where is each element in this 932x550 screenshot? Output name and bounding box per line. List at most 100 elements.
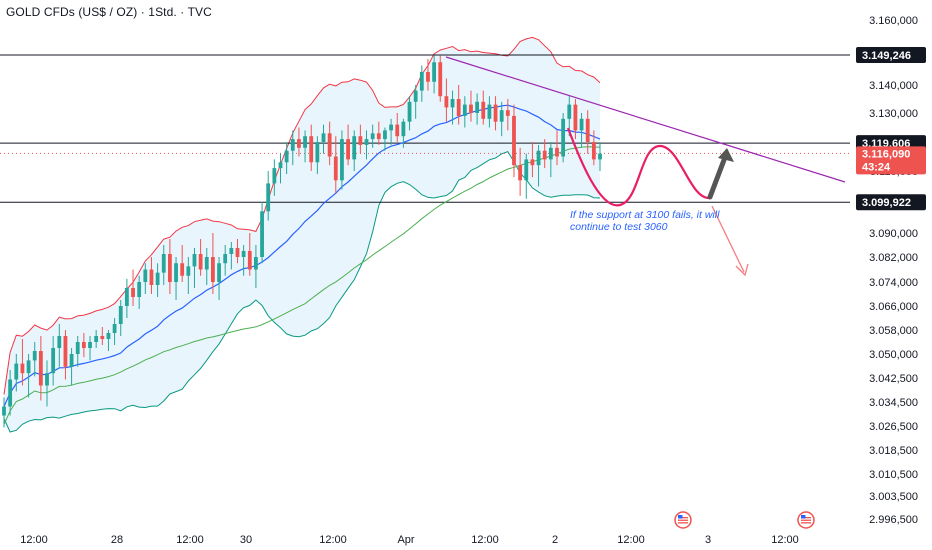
candle — [579, 113, 584, 148]
candle — [475, 93, 480, 125]
candle — [340, 130, 344, 190]
candle — [106, 330, 111, 351]
y-tick-label: 3.140,000 — [869, 80, 918, 92]
countdown-label: 43:24 — [862, 161, 891, 173]
candle — [530, 142, 535, 178]
candle — [456, 85, 461, 125]
current-price-label: 3.116,090 — [862, 148, 910, 160]
candle — [14, 354, 19, 392]
candle — [247, 233, 252, 276]
current-price-tag — [856, 146, 926, 175]
candle — [235, 239, 240, 264]
candle — [161, 245, 166, 285]
candle — [278, 153, 283, 184]
ma-slow-line — [3, 146, 601, 425]
price-axis-bg — [850, 0, 932, 550]
candle — [45, 360, 49, 407]
candle — [260, 202, 264, 264]
candle — [493, 96, 498, 131]
candle — [38, 336, 43, 401]
candle — [297, 127, 301, 157]
bollinger-lower-line — [3, 150, 601, 433]
event-flag-icon[interactable] — [674, 511, 692, 529]
candle — [2, 397, 6, 428]
candle — [542, 139, 547, 169]
chart-header: GOLD CFDs (US$ / OZ) · 1Std. · TVC — [6, 5, 212, 19]
x-tick-label: Apr — [397, 534, 414, 546]
candle — [75, 336, 80, 367]
candle — [100, 327, 105, 345]
candle — [358, 124, 363, 154]
candle — [155, 263, 160, 297]
y-tick-label: 2.996,500 — [869, 514, 918, 526]
x-tick-label: 3 — [705, 534, 711, 546]
x-tick-label: 2 — [552, 534, 558, 546]
candle — [487, 96, 492, 128]
price-tag-label: 3.149,246 — [862, 50, 911, 62]
candle — [254, 245, 258, 288]
candle — [573, 99, 578, 140]
candle — [327, 121, 332, 166]
candle — [376, 121, 381, 145]
y-tick-label: 3.058,000 — [869, 325, 918, 337]
candle — [419, 65, 424, 102]
y-tick-label: 3.130,000 — [869, 108, 918, 120]
y-tick-label: 3.066,000 — [869, 301, 918, 313]
candle — [303, 130, 307, 163]
candle — [186, 257, 191, 294]
candle — [112, 318, 117, 345]
candle — [413, 85, 418, 119]
candle — [407, 96, 412, 131]
candle — [198, 239, 203, 276]
candle — [585, 110, 590, 154]
candle — [444, 78, 449, 122]
candle — [174, 257, 178, 300]
candle — [229, 242, 234, 270]
y-tick-label: 3.074,000 — [869, 277, 918, 289]
x-tick-label: 12:00 — [617, 534, 645, 546]
candle — [131, 269, 135, 306]
y-tick-label: 3.018,500 — [869, 445, 918, 457]
x-tick-label: 28 — [111, 534, 123, 546]
candle — [426, 59, 430, 91]
candle — [32, 342, 37, 377]
candle — [272, 159, 277, 196]
candle — [395, 113, 400, 142]
candle — [346, 124, 350, 166]
x-tick-label: 12:00 — [319, 534, 347, 546]
event-flag-icon[interactable] — [797, 511, 815, 529]
price-tag-label: 3.099,922 — [862, 197, 911, 209]
candle — [211, 233, 215, 294]
y-tick-label: 3.082,000 — [869, 252, 918, 264]
candle — [401, 118, 406, 148]
candle — [561, 113, 566, 163]
candle — [321, 124, 326, 154]
candle — [481, 90, 486, 125]
candle — [383, 127, 387, 151]
projection-path — [566, 127, 711, 207]
x-tick-label: 12:00 — [176, 534, 204, 546]
candle — [598, 142, 602, 171]
x-tick-label: 12:00 — [20, 534, 48, 546]
candle — [432, 55, 437, 94]
candle — [462, 96, 467, 128]
candle — [8, 370, 13, 416]
candle — [591, 130, 596, 166]
candle — [143, 263, 148, 294]
bollinger-band-fill — [4, 37, 600, 433]
candle — [536, 144, 541, 187]
candle — [524, 153, 529, 199]
candle — [290, 130, 295, 166]
y-tick-label: 3.090,000 — [869, 228, 918, 240]
candle — [20, 339, 25, 386]
candle — [124, 278, 129, 318]
bounce-arrow-shaft — [707, 157, 727, 200]
candle — [57, 324, 62, 367]
y-tick-label: 3.026,500 — [869, 421, 918, 433]
y-tick-label: 3.160,000 — [869, 15, 918, 27]
price-tag-4 — [856, 194, 926, 211]
y-tick-label: 3.003,500 — [869, 491, 918, 503]
trendline — [445, 56, 846, 183]
